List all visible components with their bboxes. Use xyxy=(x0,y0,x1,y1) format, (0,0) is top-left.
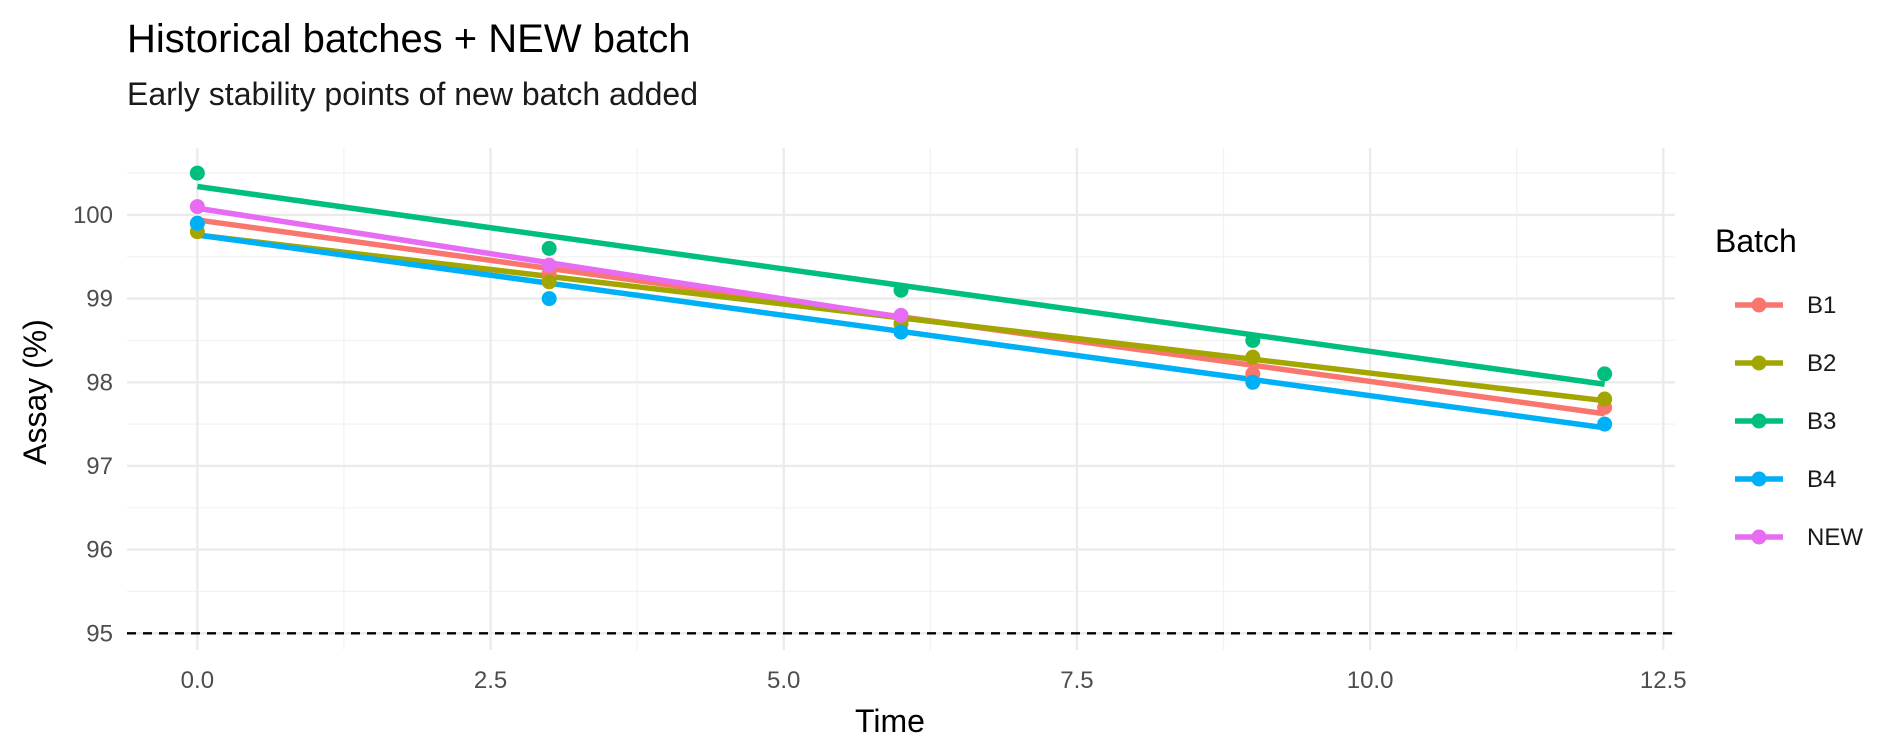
data-point-b4 xyxy=(189,215,205,231)
data-point-b3 xyxy=(541,240,557,256)
x-tick-label: 2.5 xyxy=(474,667,507,694)
data-point-b4 xyxy=(1597,416,1613,432)
x-tick-label: 12.5 xyxy=(1640,667,1687,694)
data-point-b2 xyxy=(541,274,557,290)
legend-label: NEW xyxy=(1807,524,1863,551)
legend-label: B4 xyxy=(1807,466,1836,493)
data-point-b2 xyxy=(1245,349,1261,365)
y-tick-label: 98 xyxy=(86,369,113,396)
data-point-b4 xyxy=(541,291,557,307)
data-point-b3 xyxy=(1597,366,1613,382)
data-points xyxy=(189,165,1613,432)
x-tick-label: 7.5 xyxy=(1060,667,1093,694)
grid-minor xyxy=(127,148,1675,650)
y-tick-label: 99 xyxy=(86,286,113,313)
data-point-b4 xyxy=(1245,374,1261,390)
legend: Batch B1 B2 B3 B4 NEW xyxy=(1715,223,1863,551)
legend-key-point xyxy=(1751,355,1767,371)
data-point-new xyxy=(189,199,205,215)
x-axis-title: Time xyxy=(855,703,925,739)
legend-title: Batch xyxy=(1715,223,1797,259)
y-tick-label: 96 xyxy=(86,537,113,564)
y-tick-label: 97 xyxy=(86,453,113,480)
legend-label: B1 xyxy=(1807,292,1836,319)
data-point-b2 xyxy=(1597,391,1613,407)
y-axis-tick-labels: 95 96 97 98 99 100 xyxy=(73,202,113,647)
legend-label: B3 xyxy=(1807,408,1836,435)
y-tick-label: 95 xyxy=(86,620,113,647)
x-tick-label: 10.0 xyxy=(1347,667,1394,694)
data-point-b3 xyxy=(1245,332,1261,348)
x-axis-tick-labels: 0.0 2.5 5.0 7.5 10.0 12.5 xyxy=(181,667,1687,694)
legend-key-point xyxy=(1751,413,1767,429)
legend-key-point xyxy=(1751,297,1767,313)
legend-label: B2 xyxy=(1807,350,1836,377)
x-tick-label: 0.0 xyxy=(181,667,214,694)
x-tick-label: 5.0 xyxy=(767,667,800,694)
data-point-new xyxy=(893,307,909,323)
legend-key-point xyxy=(1751,529,1767,545)
legend-items: B1 B2 B3 B4 NEW xyxy=(1735,292,1863,551)
y-tick-label: 100 xyxy=(73,202,113,229)
data-point-b4 xyxy=(893,324,909,340)
data-point-b3 xyxy=(893,282,909,298)
data-point-b3 xyxy=(189,165,205,181)
legend-key-point xyxy=(1751,471,1767,487)
data-point-new xyxy=(541,257,557,273)
chart-subtitle: Early stability points of new batch adde… xyxy=(127,76,698,112)
chart-title: Historical batches + NEW batch xyxy=(127,17,691,61)
plot-panel xyxy=(127,148,1675,650)
y-axis-title: Assay (%) xyxy=(17,319,53,465)
